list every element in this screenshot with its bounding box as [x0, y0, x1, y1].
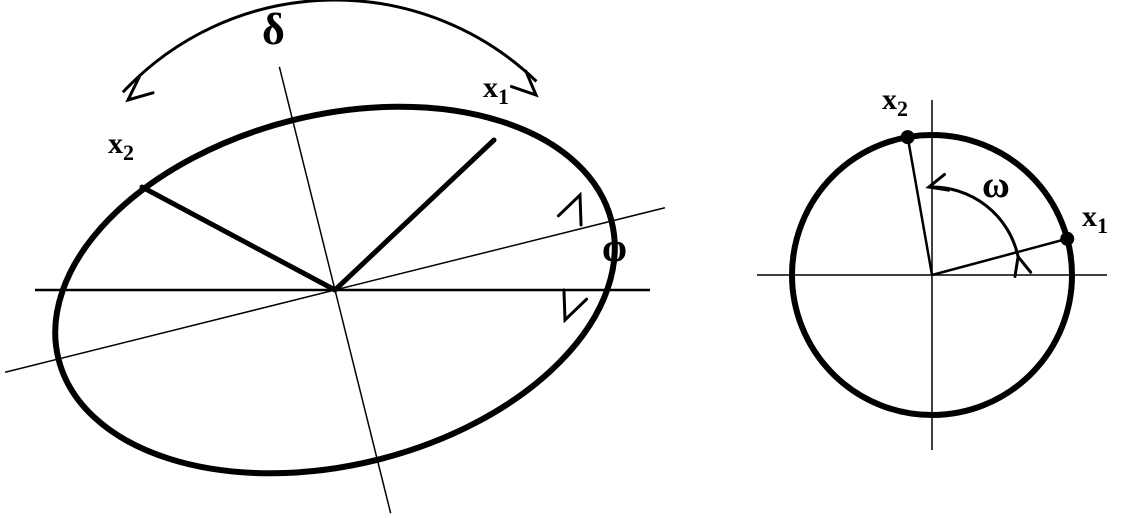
omega-label: ω	[982, 163, 1010, 207]
circle-x1-label: x1	[1082, 200, 1108, 239]
ellipse-radius-x2	[142, 187, 335, 290]
circle-point-x2	[901, 130, 915, 144]
ellipse-radius-x1	[335, 140, 494, 290]
circle-x2-label: x2	[882, 83, 908, 122]
circle-point-x1	[1060, 232, 1074, 246]
circle-radius-x2	[908, 137, 932, 275]
ellipse	[16, 51, 654, 518]
delta-label: δ	[262, 4, 285, 55]
ellipse-x2-label: x2	[108, 127, 134, 166]
circle-radius-x1	[932, 239, 1067, 275]
ellipse-x1-label: x1	[483, 71, 509, 110]
phi-label: φ	[602, 224, 627, 271]
delta-arc	[123, 0, 537, 92]
